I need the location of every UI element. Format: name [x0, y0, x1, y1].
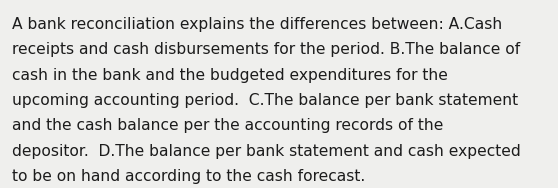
Text: cash in the bank and the budgeted expenditures for the: cash in the bank and the budgeted expend…	[12, 68, 448, 83]
Text: upcoming accounting period.  C.The balance per bank statement: upcoming accounting period. C.The balanc…	[12, 93, 518, 108]
Text: A bank reconciliation explains the differences between: A.Cash: A bank reconciliation explains the diffe…	[12, 17, 503, 32]
Text: receipts and cash disbursements for the period. B.The balance of: receipts and cash disbursements for the …	[12, 42, 521, 57]
Text: and the cash balance per the accounting records of the: and the cash balance per the accounting …	[12, 118, 444, 133]
Text: depositor.  D.The balance per bank statement and cash expected: depositor. D.The balance per bank statem…	[12, 144, 521, 159]
Text: to be on hand according to the cash forecast.: to be on hand according to the cash fore…	[12, 169, 365, 184]
